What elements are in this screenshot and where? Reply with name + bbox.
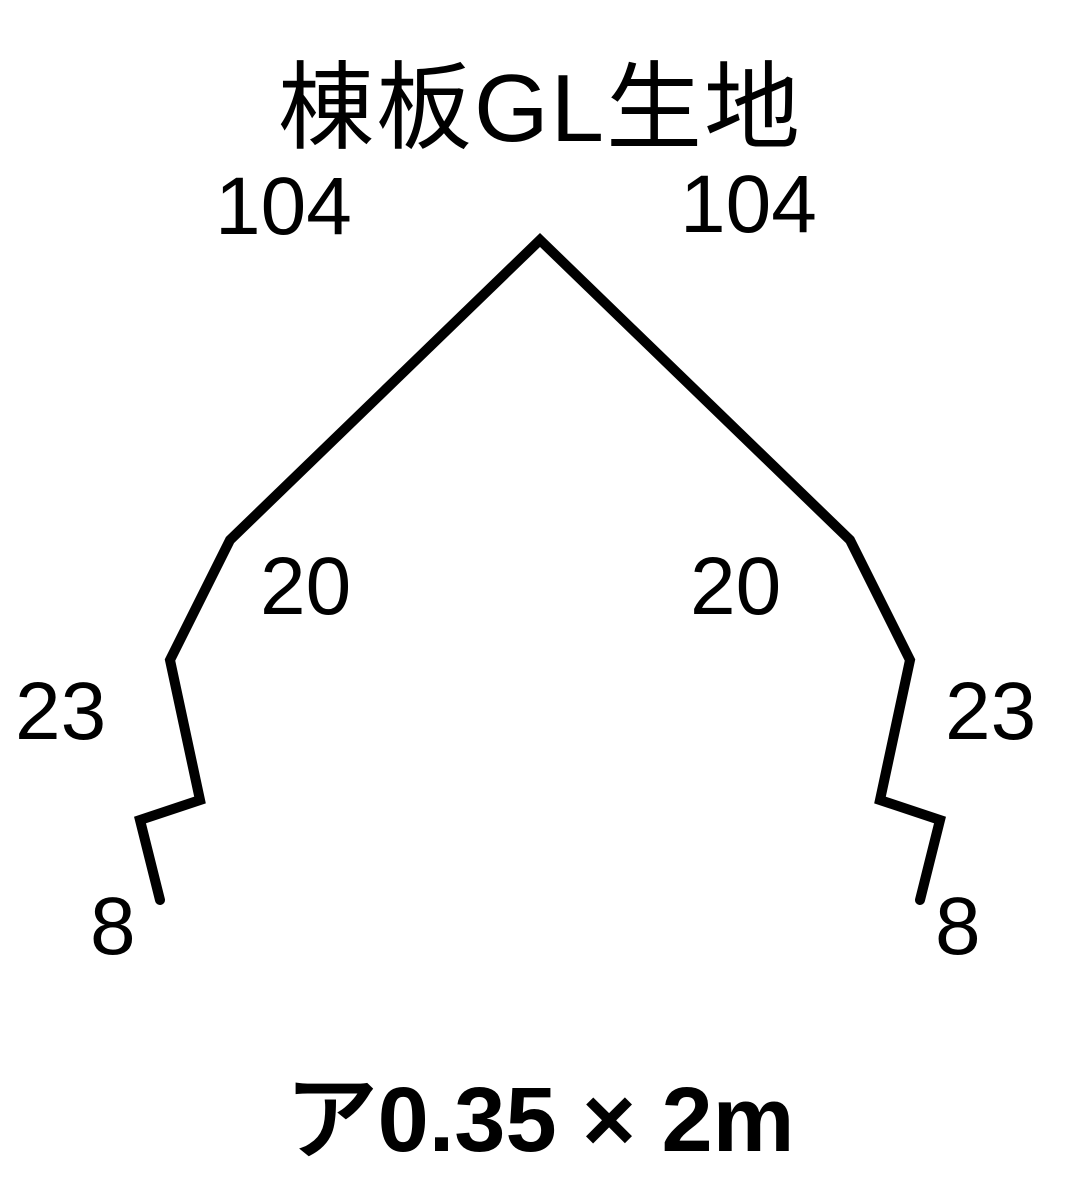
profile-shape bbox=[0, 0, 1080, 1174]
dimension-23-right: 23 bbox=[945, 665, 1036, 759]
dimension-104-left: 104 bbox=[215, 160, 352, 254]
dimension-20-right: 20 bbox=[690, 540, 781, 634]
diagram-container: 棟板GL生地 104 104 20 20 23 23 8 8 ア0.35 × 2… bbox=[0, 0, 1080, 1174]
size-specification: ア0.35 × 2m bbox=[286, 1045, 795, 1178]
dimension-8-right: 8 bbox=[935, 880, 981, 974]
dimension-23-left: 23 bbox=[15, 665, 106, 759]
dimension-20-left: 20 bbox=[260, 540, 351, 634]
dimension-104-right: 104 bbox=[680, 158, 817, 252]
dimension-8-left: 8 bbox=[90, 880, 136, 974]
